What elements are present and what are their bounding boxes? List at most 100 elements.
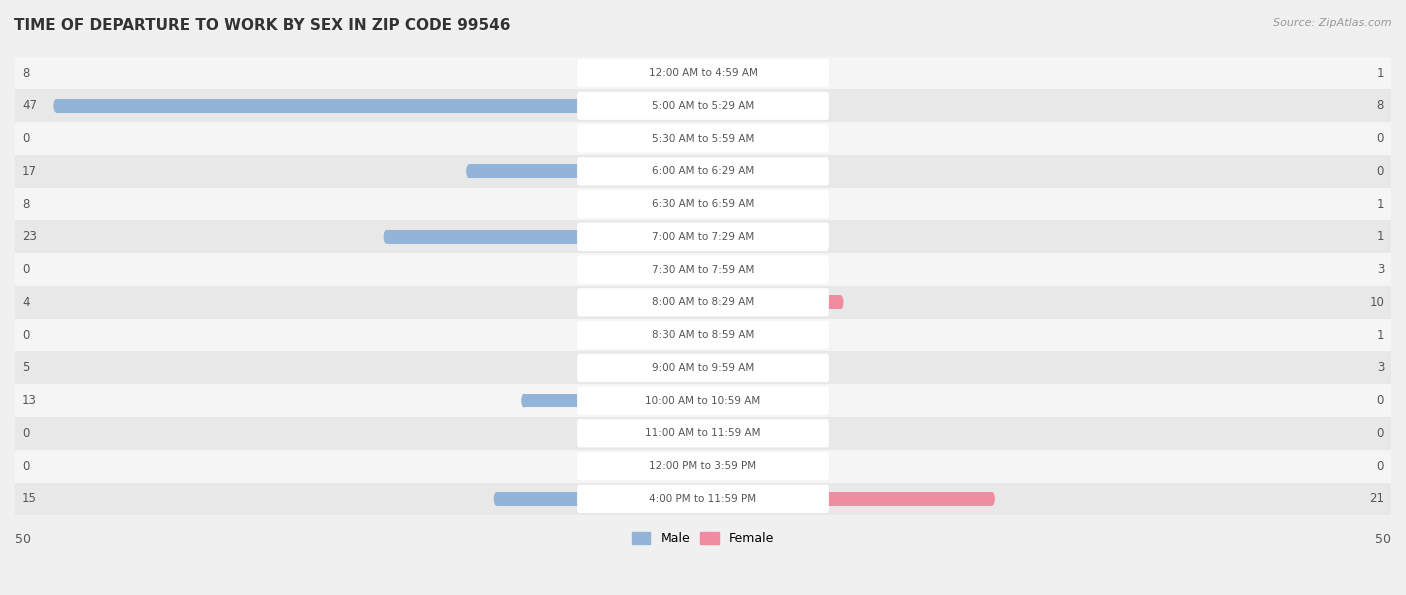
Bar [703, 230, 717, 244]
Bar [703, 296, 706, 309]
FancyBboxPatch shape [576, 354, 830, 382]
FancyBboxPatch shape [576, 452, 830, 480]
Bar [703, 492, 706, 506]
Text: 50: 50 [15, 533, 31, 546]
Bar [703, 164, 714, 178]
Circle shape [384, 230, 389, 244]
Text: 0: 0 [22, 427, 30, 440]
Bar [700, 296, 703, 309]
Bar [703, 197, 706, 211]
Bar [692, 328, 703, 342]
Text: 4:00 PM to 11:59 PM: 4:00 PM to 11:59 PM [650, 494, 756, 504]
Bar [15, 253, 1391, 286]
Bar [15, 286, 1391, 319]
Bar [703, 66, 706, 80]
Text: 0: 0 [1376, 459, 1384, 472]
Bar [703, 99, 706, 112]
Text: 47: 47 [22, 99, 37, 112]
Bar [15, 417, 1391, 450]
Circle shape [838, 296, 844, 309]
Text: 8:00 AM to 8:29 AM: 8:00 AM to 8:29 AM [652, 298, 754, 308]
Text: 4: 4 [22, 296, 30, 309]
Text: 21: 21 [1369, 493, 1384, 505]
Text: 0: 0 [22, 263, 30, 276]
Circle shape [714, 230, 720, 244]
Text: 5:30 AM to 5:59 AM: 5:30 AM to 5:59 AM [652, 133, 754, 143]
Text: 8: 8 [1376, 99, 1384, 112]
Circle shape [711, 164, 717, 178]
Text: 10:00 AM to 10:59 AM: 10:00 AM to 10:59 AM [645, 396, 761, 406]
FancyBboxPatch shape [576, 190, 830, 218]
Text: 5: 5 [22, 361, 30, 374]
Bar [648, 296, 703, 309]
Bar [15, 450, 1391, 483]
Bar [703, 492, 993, 506]
FancyBboxPatch shape [576, 255, 830, 284]
Text: 15: 15 [22, 493, 37, 505]
FancyBboxPatch shape [576, 321, 830, 349]
Bar [15, 384, 1391, 417]
Text: 8: 8 [22, 198, 30, 211]
Text: 17: 17 [22, 165, 37, 178]
Bar [700, 230, 703, 244]
Bar [15, 57, 1391, 89]
Text: 1: 1 [1376, 230, 1384, 243]
Text: 13: 13 [22, 394, 37, 407]
Text: 6:30 AM to 6:59 AM: 6:30 AM to 6:59 AM [652, 199, 754, 209]
Bar [700, 361, 703, 375]
Circle shape [711, 459, 717, 473]
Bar [703, 197, 717, 211]
Text: 8: 8 [22, 67, 30, 80]
Text: 0: 0 [22, 132, 30, 145]
FancyBboxPatch shape [576, 288, 830, 317]
Circle shape [689, 131, 695, 145]
Circle shape [810, 99, 815, 112]
Text: 0: 0 [1376, 427, 1384, 440]
Bar [15, 187, 1391, 220]
FancyBboxPatch shape [576, 92, 830, 120]
Text: 1: 1 [1376, 198, 1384, 211]
Text: 1: 1 [1376, 328, 1384, 342]
Text: 0: 0 [1376, 165, 1384, 178]
Bar [634, 361, 703, 375]
Text: 9:00 AM to 9:59 AM: 9:00 AM to 9:59 AM [652, 363, 754, 373]
Text: 11:00 AM to 11:59 AM: 11:00 AM to 11:59 AM [645, 428, 761, 439]
Circle shape [741, 263, 747, 277]
Circle shape [714, 328, 720, 342]
Bar [15, 483, 1391, 515]
Text: 7:00 AM to 7:29 AM: 7:00 AM to 7:29 AM [652, 232, 754, 242]
Bar [703, 328, 717, 342]
Circle shape [53, 99, 59, 112]
Circle shape [988, 492, 995, 506]
Bar [703, 263, 744, 277]
Text: 1: 1 [1376, 67, 1384, 80]
FancyBboxPatch shape [576, 157, 830, 186]
Bar [524, 394, 703, 408]
Text: TIME OF DEPARTURE TO WORK BY SEX IN ZIP CODE 99546: TIME OF DEPARTURE TO WORK BY SEX IN ZIP … [14, 18, 510, 33]
Circle shape [689, 459, 695, 473]
Bar [703, 296, 841, 309]
Bar [692, 459, 703, 473]
Bar [387, 230, 703, 244]
Text: 10: 10 [1369, 296, 1384, 309]
Bar [692, 427, 703, 440]
Bar [700, 164, 703, 178]
Circle shape [689, 263, 695, 277]
Bar [15, 319, 1391, 352]
Legend: Male, Female: Male, Female [627, 527, 779, 550]
Circle shape [645, 296, 651, 309]
Text: 6:00 AM to 6:29 AM: 6:00 AM to 6:29 AM [652, 167, 754, 176]
Circle shape [689, 328, 695, 342]
Circle shape [689, 427, 695, 440]
Circle shape [522, 394, 527, 408]
Bar [703, 99, 813, 112]
Text: 0: 0 [22, 459, 30, 472]
Circle shape [631, 361, 637, 375]
Text: 3: 3 [1376, 263, 1384, 276]
Text: 12:00 PM to 3:59 PM: 12:00 PM to 3:59 PM [650, 461, 756, 471]
Bar [703, 328, 706, 342]
Bar [703, 427, 714, 440]
Text: 12:00 AM to 4:59 AM: 12:00 AM to 4:59 AM [648, 68, 758, 78]
Bar [700, 99, 703, 112]
Text: 3: 3 [1376, 361, 1384, 374]
